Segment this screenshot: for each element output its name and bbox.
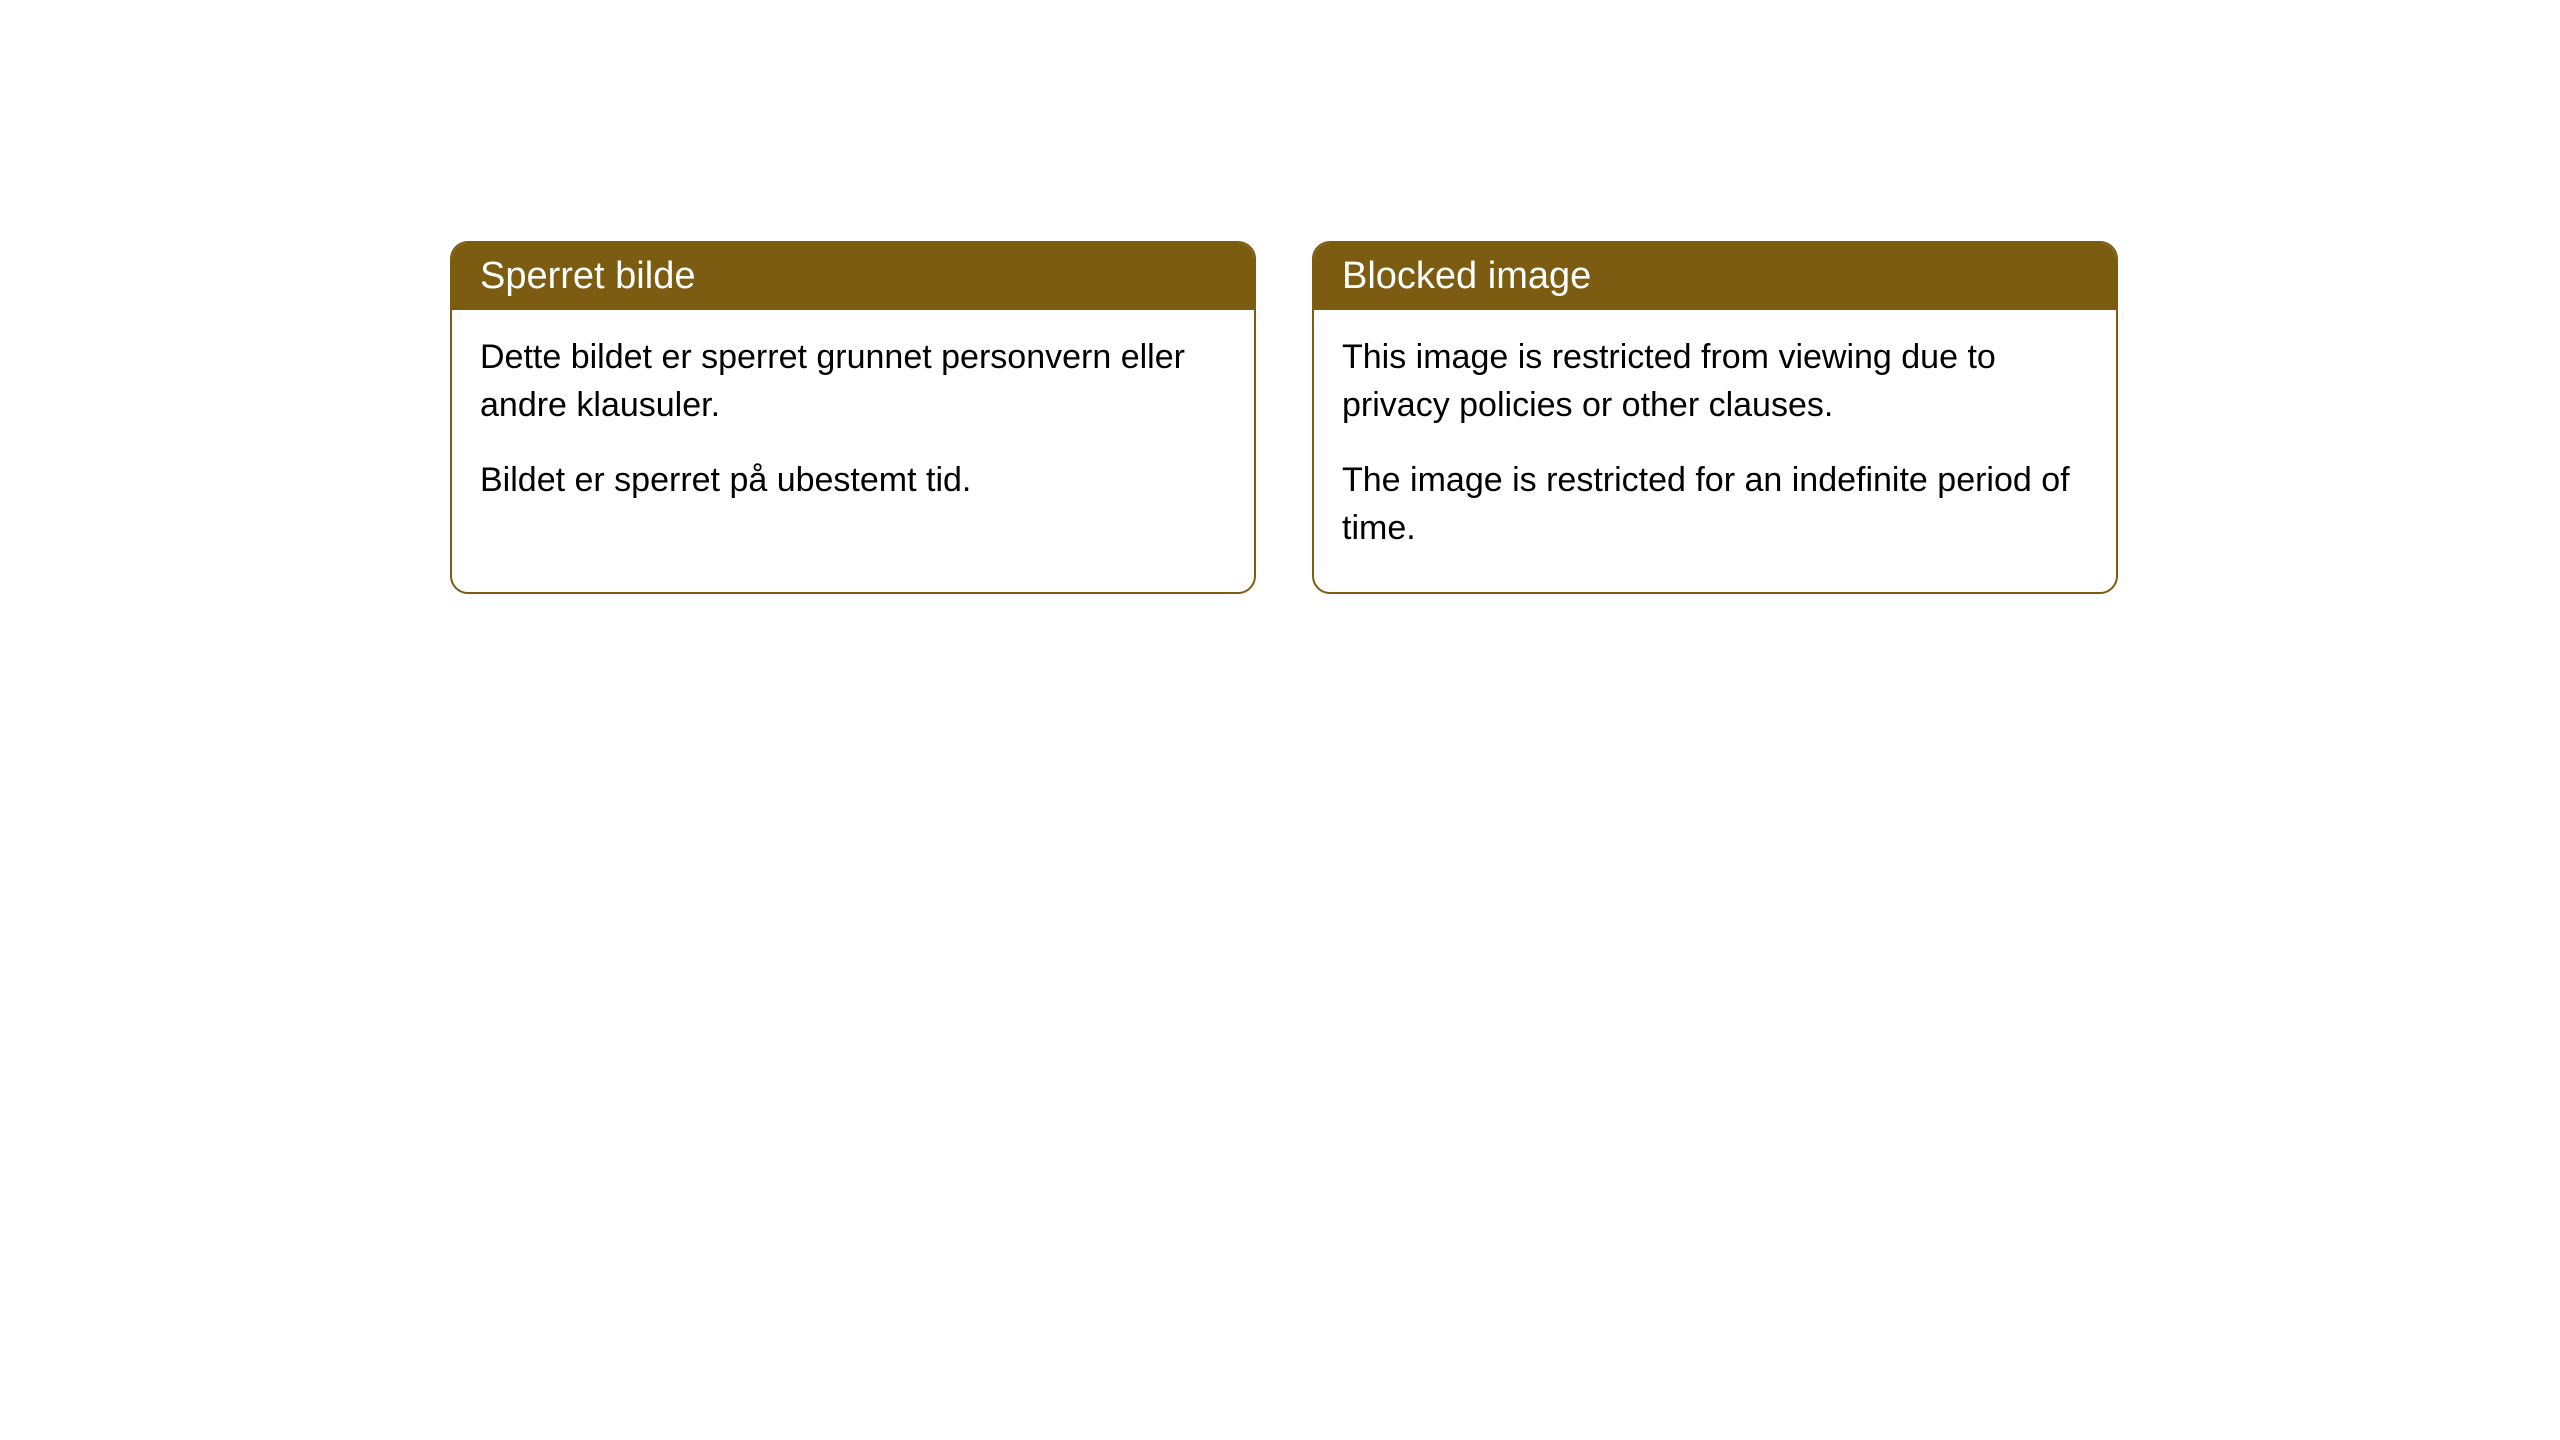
card-header: Sperret bilde <box>452 243 1254 310</box>
card-paragraph-2: The image is restricted for an indefinit… <box>1342 457 2088 552</box>
card-paragraph-1: This image is restricted from viewing du… <box>1342 334 2088 429</box>
card-body: Dette bildet er sperret grunnet personve… <box>452 310 1254 545</box>
card-title: Sperret bilde <box>480 255 695 297</box>
notice-card-english: Blocked image This image is restricted f… <box>1312 241 2118 594</box>
card-paragraph-2: Bildet er sperret på ubestemt tid. <box>480 457 1226 505</box>
card-header: Blocked image <box>1314 243 2116 310</box>
notice-card-norwegian: Sperret bilde Dette bildet er sperret gr… <box>450 241 1256 594</box>
notice-cards-container: Sperret bilde Dette bildet er sperret gr… <box>450 241 2118 594</box>
card-title: Blocked image <box>1342 255 1591 297</box>
card-body: This image is restricted from viewing du… <box>1314 310 2116 592</box>
card-paragraph-1: Dette bildet er sperret grunnet personve… <box>480 334 1226 429</box>
